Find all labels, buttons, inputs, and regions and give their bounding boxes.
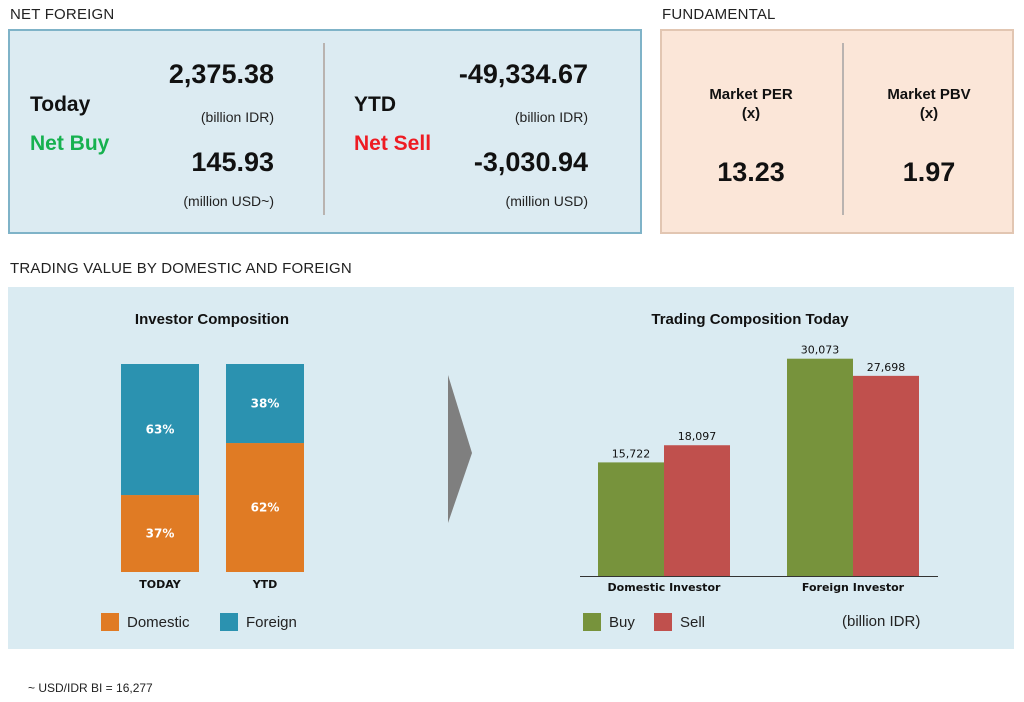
- stack-bar-foreign-ytd: [226, 364, 304, 444]
- fundamental-title: FUNDAMENTAL: [662, 6, 776, 23]
- net-foreign-title: NET FOREIGN: [10, 6, 115, 23]
- ytd-status: Net Sell: [354, 132, 432, 155]
- bar-buy-domestic-investor: [598, 462, 664, 576]
- legend-foreign-label: Foreign: [246, 613, 297, 631]
- today-value-usd: 145.93: [191, 147, 274, 177]
- x-tick-ytd: YTD: [252, 578, 278, 591]
- stack-bar-foreign-today: [121, 364, 199, 496]
- x-tick-domestic-investor: Domestic Investor: [608, 581, 721, 594]
- today-label: Today: [30, 93, 91, 116]
- legend-domestic-label: Domestic: [127, 613, 190, 631]
- legend-sell-label: Sell: [680, 613, 706, 631]
- ytd-unit-idr: (billion IDR): [514, 109, 588, 125]
- unit-note: (billion IDR): [842, 613, 921, 630]
- stack-label-foreign-today: 63%: [146, 423, 175, 437]
- fundamental-divider: [842, 43, 844, 215]
- pbv-label-line1: Market PBV: [887, 86, 971, 103]
- x-tick-foreign-investor: Foreign Investor: [802, 581, 905, 594]
- legend-domestic-swatch: [101, 613, 119, 631]
- data-label-buy-foreign-investor: 30,073: [801, 344, 840, 357]
- trading-panel: Investor Composition Trading Composition…: [8, 287, 1014, 649]
- stack-label-domestic-ytd: 62%: [251, 501, 280, 515]
- trading-title: TRADING VALUE BY DOMESTIC AND FOREIGN: [10, 260, 352, 277]
- trading-composition-chart: 15,722 18,097 Domestic Investor 30,073 27,69…: [580, 344, 938, 594]
- today-value-idr: 2,375.38: [168, 59, 274, 89]
- per-value: 13.23: [717, 157, 785, 187]
- data-label-buy-domestic-investor: 15,722: [612, 447, 651, 460]
- legend-sell-swatch: [654, 613, 672, 631]
- bar-sell-foreign-investor: [853, 375, 919, 576]
- investor-composition-chart: 37% 63% TODAY 62% 38% YTD: [121, 364, 304, 591]
- stack-label-domestic-today: 37%: [146, 527, 175, 541]
- per-label-line1: Market PER: [709, 86, 793, 103]
- data-label-sell-domestic-investor: 18,097: [678, 430, 717, 443]
- today-unit-idr: (billion IDR): [200, 109, 274, 125]
- legend-foreign-swatch: [220, 613, 238, 631]
- ytd-value-idr: -49,334.67: [458, 59, 588, 89]
- ytd-unit-usd: (million USD): [505, 193, 588, 209]
- pbv-value: 1.97: [902, 157, 956, 187]
- legend-buy-label: Buy: [609, 613, 635, 631]
- fx-footnote: ~ USD/IDR BI = 16,277: [28, 681, 153, 695]
- stack-label-foreign-ytd: 38%: [251, 397, 280, 411]
- stack-bar-domestic-ytd: [226, 443, 304, 572]
- trading-composition-title: Trading Composition Today: [651, 311, 849, 328]
- fundamental-panel: Market PER (x) 13.23 Market PBV (x) 1.97: [660, 29, 1014, 234]
- legend-buy: Buy: [583, 613, 635, 631]
- bar-sell-domestic-investor: [664, 445, 730, 576]
- arrow-shape: [448, 375, 472, 523]
- bar-buy-foreign-investor: [787, 358, 853, 576]
- legend-buy-swatch: [583, 613, 601, 631]
- net-foreign-panel: Today Net Buy 2,375.38 (billion IDR) 145…: [8, 29, 642, 234]
- ytd-value-usd: -3,030.94: [473, 147, 588, 177]
- today-status: Net Buy: [30, 132, 110, 155]
- legend-sell: Sell: [654, 613, 705, 631]
- arrow-icon: [448, 375, 472, 523]
- today-unit-usd: (million USD~): [183, 193, 274, 209]
- x-tick-today: TODAY: [139, 578, 181, 591]
- pbv-label-line2: (x): [919, 105, 939, 122]
- stack-bar-domestic-today: [121, 495, 199, 572]
- pbv-label: Market PBV (x): [844, 85, 1014, 123]
- per-label: Market PER (x): [666, 85, 836, 123]
- per-label-line2: (x): [741, 105, 761, 122]
- data-label-sell-foreign-investor: 27,698: [867, 361, 906, 374]
- legend-domestic: Domestic: [101, 613, 190, 631]
- net-foreign-divider: [323, 43, 325, 215]
- legend-foreign: Foreign: [220, 613, 297, 631]
- investor-composition-title: Investor Composition: [134, 311, 290, 328]
- ytd-label: YTD: [354, 93, 396, 116]
